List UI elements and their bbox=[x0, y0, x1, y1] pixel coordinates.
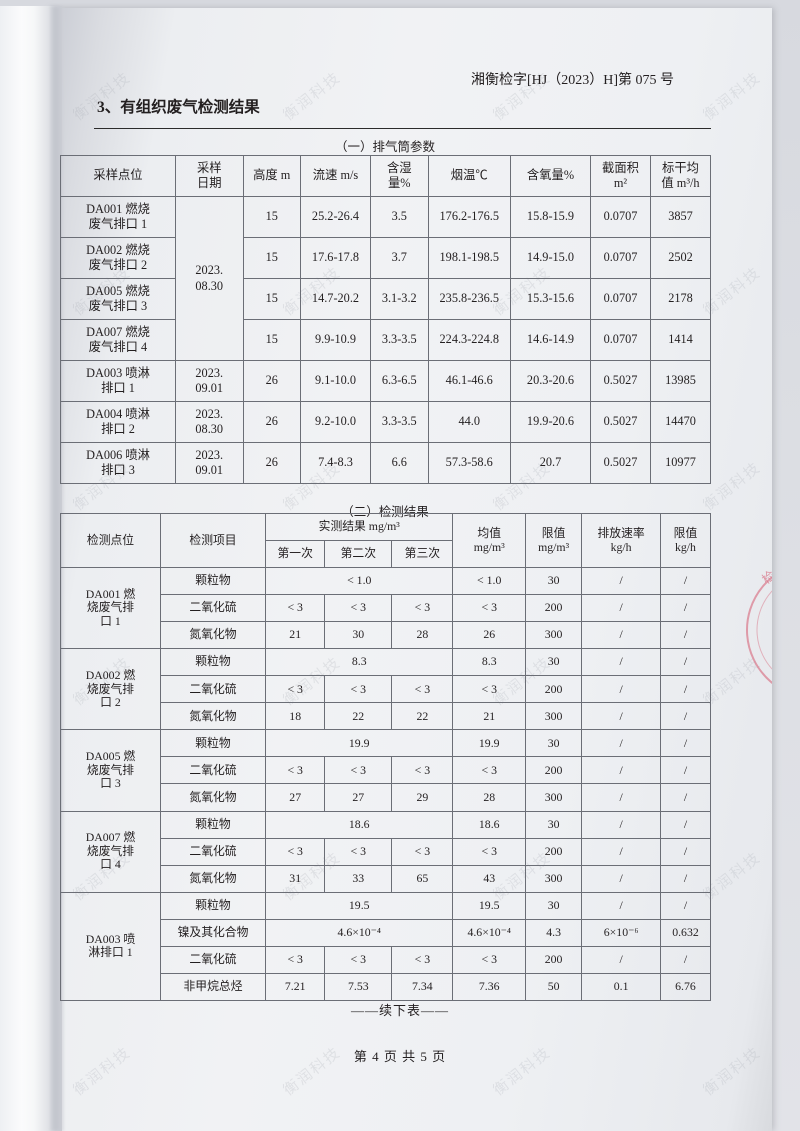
svg-text:检测认证专用章: 检测认证专用章 bbox=[757, 549, 800, 587]
svg-text:1000086182: 1000086182 bbox=[791, 680, 800, 700]
svg-text:公司用: 公司用 bbox=[778, 620, 800, 649]
